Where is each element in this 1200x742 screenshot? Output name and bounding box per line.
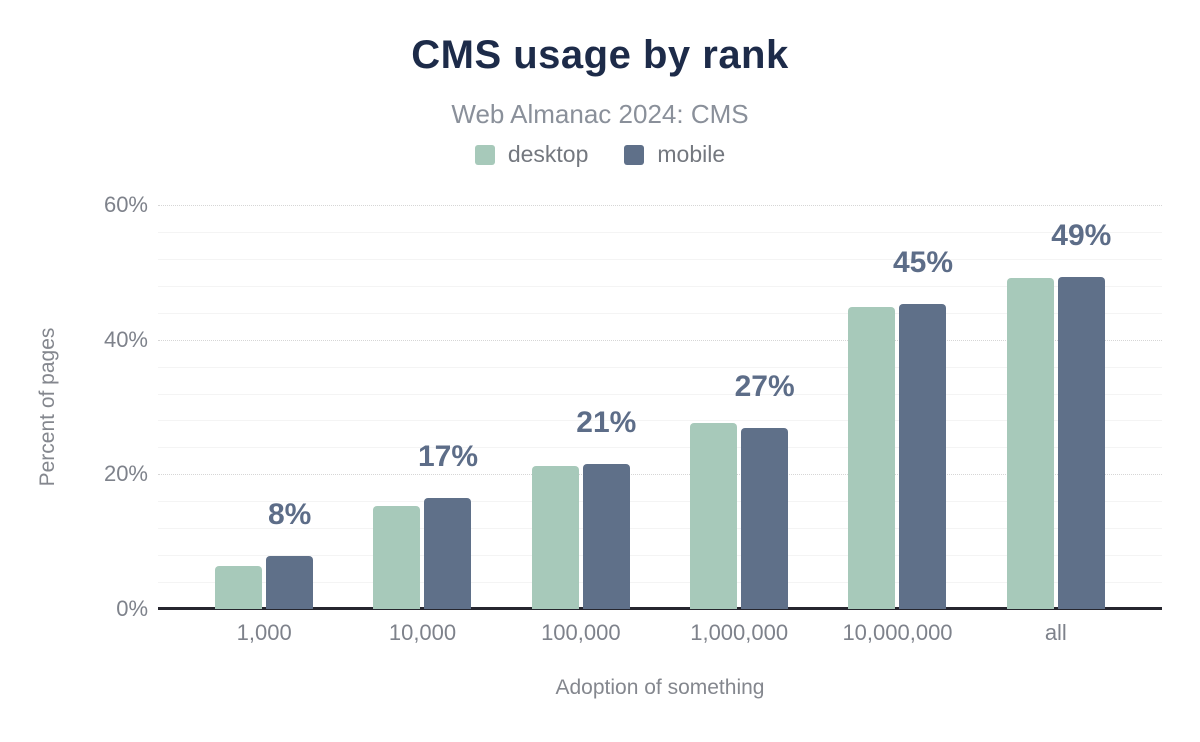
x-tick-label: 100,000 — [541, 620, 621, 645]
minor-gridline — [158, 231, 1162, 233]
minor-gridline — [158, 447, 1162, 449]
bar-mobile[interactable]: 27% — [735, 371, 795, 609]
legend-item-desktop[interactable]: desktop — [474, 141, 589, 168]
x-axis-title: Adoption of something — [555, 676, 765, 699]
bar-mobile[interactable]: 45% — [893, 247, 953, 609]
major-gridline — [158, 339, 1162, 341]
major-gridline — [158, 474, 1162, 476]
chart-title: CMS usage by rank — [411, 33, 789, 77]
bar-pair: 8% — [215, 499, 314, 609]
bar-mobile[interactable]: 21% — [576, 408, 636, 609]
bar-value-label: 45% — [892, 245, 953, 279]
y-tick-label: 0% — [116, 596, 148, 621]
legend-label: desktop — [507, 141, 589, 167]
bar-desktop[interactable] — [373, 505, 421, 609]
bar-desktop[interactable] — [1006, 278, 1054, 609]
bar-mobile[interactable]: 17% — [418, 441, 478, 609]
bar-pair: 21% — [531, 408, 636, 609]
mobile-swatch-icon — [624, 144, 645, 165]
bars-row: 8% 17% 21% 27% 45% 49% — [185, 205, 1135, 609]
x-axis-line — [158, 607, 1162, 610]
bar-desktop[interactable] — [215, 565, 263, 609]
y-tick-label: 60% — [103, 192, 148, 217]
bar-desktop[interactable] — [531, 466, 579, 609]
x-tick-label: 1,000,000 — [690, 620, 789, 645]
minor-gridline — [158, 582, 1162, 584]
legend-item-mobile[interactable]: mobile — [624, 141, 725, 168]
legend: desktop mobile — [0, 141, 1200, 168]
x-tick-label: 1,000 — [236, 620, 292, 645]
bar-mobile[interactable]: 49% — [1051, 221, 1111, 609]
bar-pair: 17% — [373, 441, 478, 609]
bar-value-label: 21% — [576, 406, 637, 440]
minor-gridline — [158, 501, 1162, 503]
bar-pair: 49% — [1006, 221, 1111, 609]
plot-area: 8% 17% 21% 27% 45% 49% — [158, 205, 1162, 610]
bar-pair: 45% — [848, 247, 953, 609]
bar-group: 8% — [185, 205, 343, 609]
bar-group: 45% — [818, 205, 976, 609]
x-tick-label: 10,000,000 — [842, 620, 953, 645]
bar-desktop[interactable] — [690, 422, 738, 609]
minor-gridline — [158, 555, 1162, 557]
bar-group: 17% — [343, 205, 501, 609]
bar-group: 27% — [660, 205, 818, 609]
minor-gridline — [158, 420, 1162, 422]
minor-gridline — [158, 258, 1162, 260]
bar-mobile[interactable]: 8% — [266, 499, 314, 609]
chart-subtitle: Web Almanac 2024: CMS — [451, 99, 749, 129]
minor-gridline — [158, 312, 1162, 314]
bar-value-label: 27% — [734, 369, 795, 403]
minor-gridline — [158, 393, 1162, 395]
minor-gridline — [158, 528, 1162, 530]
y-tick-label: 20% — [103, 461, 148, 487]
y-tick-label: 40% — [103, 326, 148, 352]
x-tick-label: 10,000 — [388, 620, 457, 645]
bar-desktop[interactable] — [848, 307, 896, 609]
bar-group: 49% — [977, 205, 1135, 609]
bar-group: 21% — [502, 205, 660, 609]
x-tick-label: all — [1044, 620, 1067, 645]
desktop-swatch-icon — [474, 144, 495, 165]
bar-value-label: 17% — [417, 439, 479, 473]
minor-gridline — [158, 285, 1162, 287]
minor-gridline — [158, 366, 1162, 368]
bar-value-label: 8% — [267, 497, 312, 531]
bar-value-label: 49% — [1051, 219, 1112, 253]
bar-pair: 27% — [690, 371, 795, 609]
legend-label: mobile — [657, 141, 726, 167]
major-gridline — [158, 205, 1162, 206]
